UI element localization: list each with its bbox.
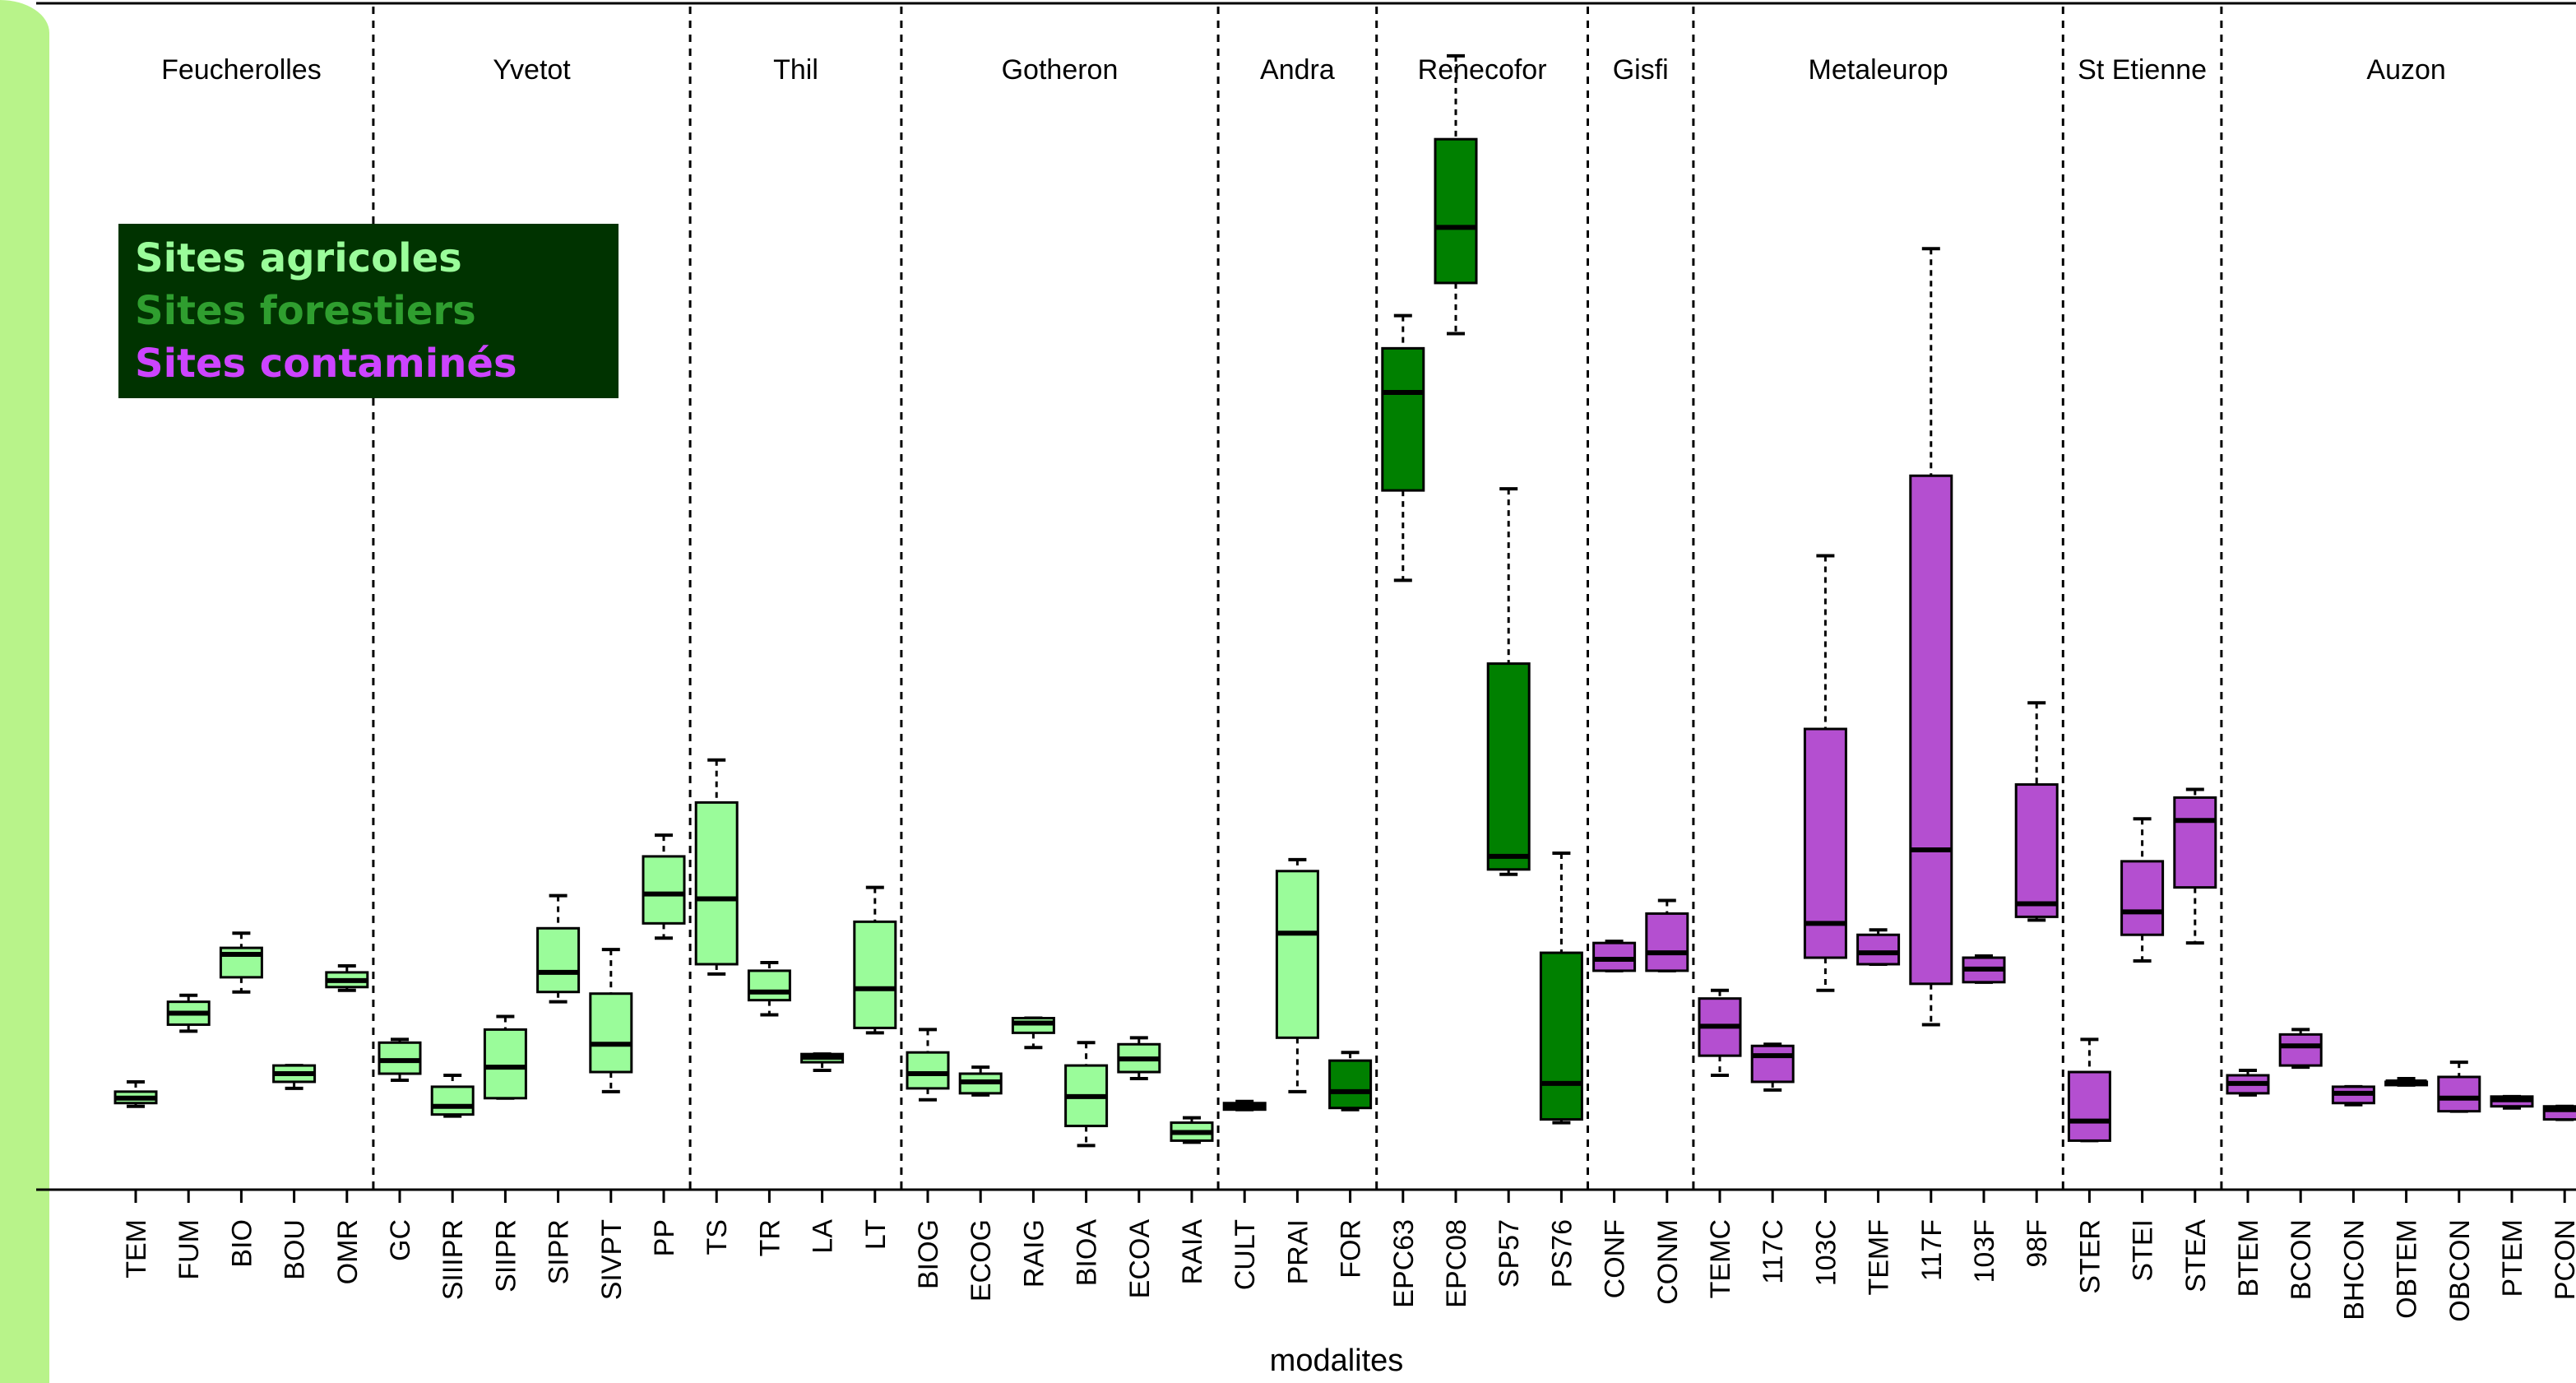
box-bcon (2278, 1033, 2323, 1067)
x-tick-label: 103F (1969, 1219, 2000, 1283)
x-tick-label: ECOA (1124, 1219, 1156, 1299)
group-label: Auzon (2366, 54, 2445, 86)
box-siiipr (430, 1085, 475, 1116)
box-stei (2120, 860, 2165, 936)
x-tick-label: TS (702, 1219, 733, 1255)
box-stea (2173, 796, 2217, 889)
x-tick-label: SIVPT (596, 1219, 628, 1300)
box-epc63 (1381, 346, 1425, 492)
x-tick-label: OMR (332, 1219, 364, 1284)
box-sipr (536, 926, 581, 994)
x-tick-label: RAIA (1177, 1219, 1208, 1285)
x-tick-label: FOR (1336, 1219, 1367, 1279)
box-epc08 (1434, 137, 1478, 285)
x-tick-label: TEMF (1864, 1219, 1895, 1296)
x-tick-label: BCON (2286, 1219, 2317, 1300)
group-label: Gisfi (1613, 54, 1669, 86)
x-tick-label: 117C (1758, 1219, 1789, 1284)
x-tick-label: 117F (1916, 1219, 1948, 1281)
x-tick-label: EPC63 (1388, 1219, 1420, 1308)
x-tick-label: STEI (2128, 1219, 2159, 1282)
x-tick-label: PTEM (2497, 1219, 2528, 1297)
box-conm (1645, 912, 1689, 972)
x-tick-label: TEM (121, 1219, 152, 1279)
group-label: Andra (1260, 54, 1335, 86)
group-label: Feucherolles (161, 54, 322, 86)
x-tick-label: SIIIPR (438, 1219, 469, 1300)
legend-item-contamines: Sites contaminés (135, 341, 517, 387)
box-ster (2067, 1070, 2111, 1142)
group-label: Thil (773, 54, 818, 86)
x-tick-label: LA (808, 1219, 839, 1254)
box-ps76 (1539, 951, 1583, 1121)
x-tick-label: PP (649, 1219, 680, 1256)
x-tick-label: PCON (2550, 1219, 2576, 1300)
box-103c (1803, 727, 1847, 959)
box-pp (642, 855, 686, 925)
x-tick-label: SIPR (544, 1219, 575, 1284)
box-tr (747, 969, 791, 1002)
box-sp57 (1486, 662, 1531, 871)
x-axis-title: modalites (1270, 1344, 1404, 1378)
legend-item-forestiers: Sites forestiers (135, 288, 476, 334)
group-label: Renecofor (1418, 54, 1547, 86)
x-tick-label: TEMC (1705, 1219, 1736, 1298)
x-tick-label: STEA (2180, 1219, 2212, 1293)
group-label: Gotheron (1002, 54, 1119, 86)
x-tick-label: CONM (1652, 1219, 1684, 1305)
box-117f (1909, 474, 1953, 986)
x-tick-label: STER (2074, 1219, 2106, 1294)
box-obcon (2437, 1075, 2481, 1113)
x-tick-label: OBTEM (2392, 1219, 2423, 1319)
x-tick-label: BIOG (913, 1219, 944, 1289)
x-tick-label: SIIPR (490, 1219, 521, 1293)
box-lt (853, 920, 897, 1029)
group-label: Yvetot (493, 54, 571, 86)
x-tick-label: BOU (280, 1219, 311, 1280)
box-temf (1856, 933, 1901, 966)
x-tick-label: LT (860, 1219, 892, 1250)
box-for (1328, 1059, 1373, 1110)
legend-item-agricoles: Sites agricoles (135, 235, 462, 281)
box-prai (1275, 870, 1319, 1039)
box-biog (906, 1051, 950, 1090)
box-98f (2014, 783, 2059, 918)
x-tick-label: CONF (1600, 1219, 1631, 1298)
x-tick-label: BHCON (2338, 1219, 2370, 1320)
x-tick-label: RAIG (1018, 1219, 1049, 1288)
group-label: St Etienne (2078, 54, 2207, 86)
box-117c (1750, 1044, 1795, 1084)
background-accent (0, 0, 49, 1383)
x-tick-label: SP57 (1494, 1219, 1525, 1288)
x-tick-label: 103C (1810, 1219, 1842, 1286)
x-tick-label: TR (754, 1219, 785, 1256)
x-tick-label: PS76 (1546, 1219, 1578, 1288)
x-tick-label: EPC08 (1441, 1219, 1472, 1308)
legend: Sites agricoles Sites forestiers Sites c… (118, 224, 619, 398)
x-tick-label: FUM (174, 1219, 205, 1280)
box-siipr (483, 1028, 527, 1100)
group-label: Metaleurop (1809, 54, 1948, 86)
x-tick-label: GC (385, 1219, 416, 1261)
x-tick-label: OBCON (2444, 1219, 2476, 1322)
box-ts (694, 801, 739, 966)
x-tick-label: CULT (1230, 1219, 1261, 1290)
x-tick-label: ECOG (966, 1219, 997, 1302)
x-tick-label: PRAI (1282, 1219, 1313, 1284)
x-tick-label: BIOA (1072, 1219, 1103, 1287)
x-tick-label: 98F (2022, 1219, 2053, 1268)
x-tick-label: BTEM (2233, 1219, 2264, 1297)
box-sivpt (589, 992, 633, 1074)
x-tick-label: BIO (226, 1219, 257, 1268)
